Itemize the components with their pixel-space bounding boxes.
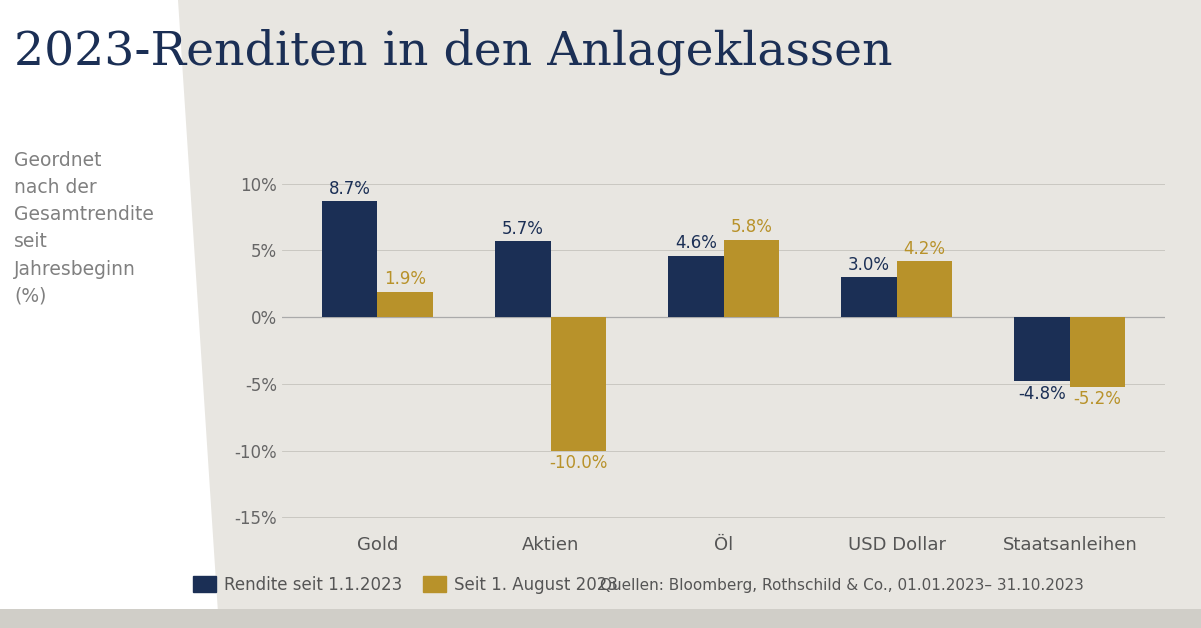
Legend: Rendite seit 1.1.2023, Seit 1. August 2023: Rendite seit 1.1.2023, Seit 1. August 20… [186,570,625,601]
Bar [841,277,897,317]
Bar [322,201,377,317]
Text: 3.0%: 3.0% [848,256,890,274]
Text: -4.8%: -4.8% [1018,384,1066,403]
Bar [495,241,550,317]
Text: 1.9%: 1.9% [384,271,426,288]
Text: Geordnet
nach der
Gesamtrendite
seit
Jahresbeginn
(%): Geordnet nach der Gesamtrendite seit Jah… [14,151,154,306]
Text: 5.7%: 5.7% [502,220,544,238]
Bar [723,240,779,317]
Bar [550,317,605,451]
Bar [1070,317,1125,386]
Bar [377,292,432,317]
Text: 8.7%: 8.7% [329,180,371,198]
Bar [668,256,723,317]
Bar [1015,317,1070,381]
Text: -5.2%: -5.2% [1074,390,1122,408]
Text: 2023-Renditen in den Anlageklassen: 2023-Renditen in den Anlageklassen [14,28,894,75]
Polygon shape [0,609,1201,628]
Bar [897,261,952,317]
Text: Quellen: Bloomberg, Rothschild & Co., 01.01.2023– 31.10.2023: Quellen: Bloomberg, Rothschild & Co., 01… [600,578,1085,593]
Polygon shape [178,0,1201,628]
Text: 4.6%: 4.6% [675,234,717,252]
Text: -10.0%: -10.0% [549,454,608,472]
Text: 5.8%: 5.8% [730,219,772,236]
Text: 4.2%: 4.2% [903,240,945,257]
